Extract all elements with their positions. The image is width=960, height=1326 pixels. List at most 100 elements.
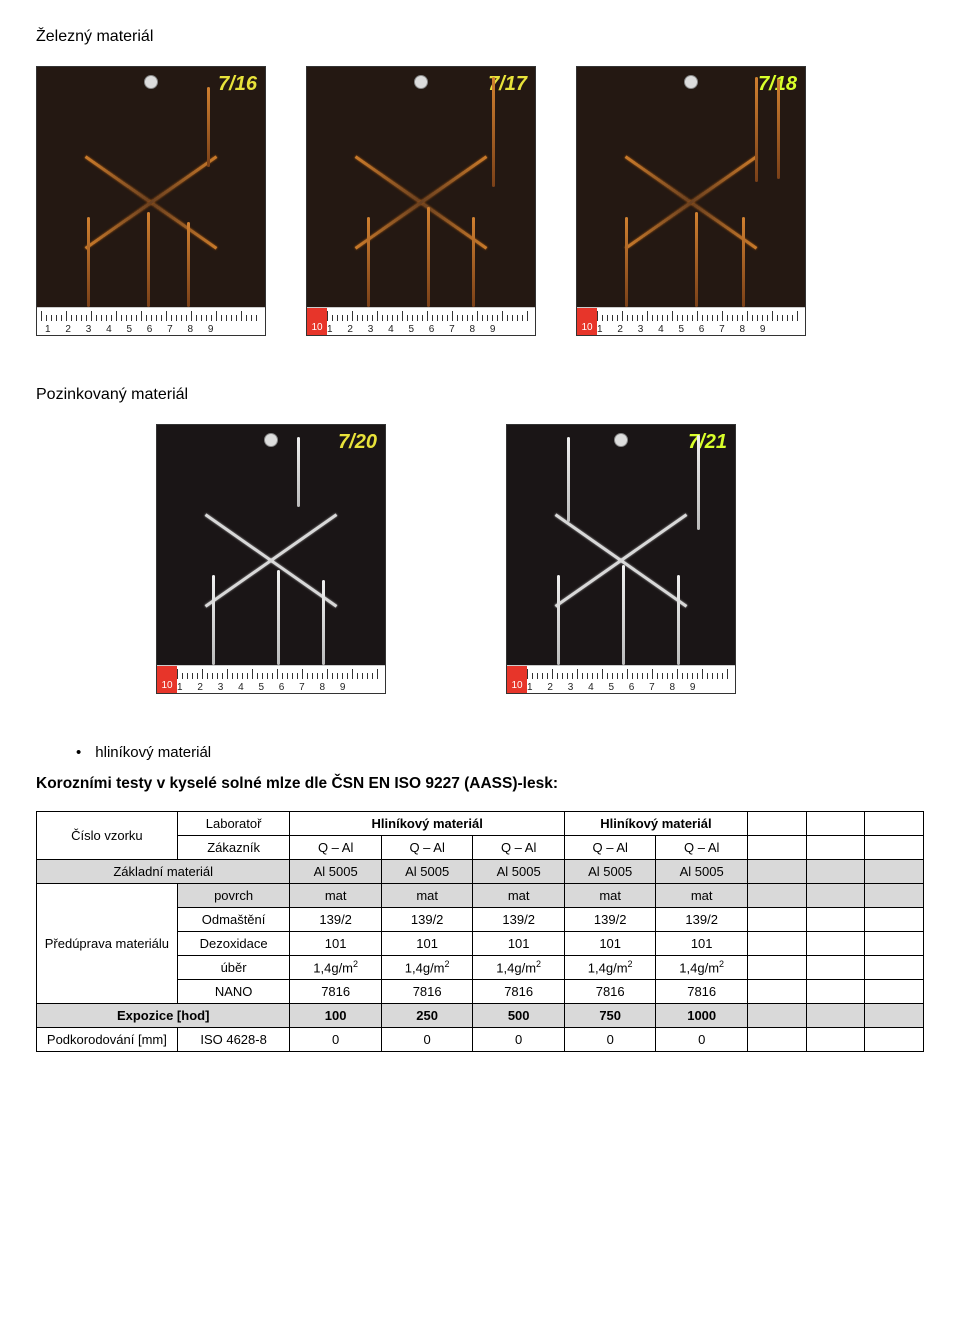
cell-value: 7816: [656, 980, 748, 1004]
screw-icon: [264, 433, 278, 447]
table-row: Podkorodování [mm] ISO 4628-8 0 0 0 0 0: [37, 1028, 924, 1052]
cell-pretreatment: Předúprava materiálu: [37, 884, 178, 1004]
cell-qal: Q – Al: [564, 836, 656, 860]
cell-empty: [747, 860, 806, 884]
cell-empty: [865, 836, 924, 860]
cell-value: 139/2: [564, 908, 656, 932]
screw-icon: [414, 75, 428, 89]
photo-row-iron: 7/16 123456789 7/17 10 123456789: [36, 66, 924, 336]
ruler-ticks-icon: [41, 311, 261, 321]
rust-drip-icon: [87, 217, 90, 307]
ruler-red-tab: 10: [507, 665, 527, 693]
rust-drip-icon: [187, 222, 190, 307]
ruler-numbers: 123456789: [527, 682, 710, 693]
rust-drip-icon: [207, 87, 210, 167]
cell-empty: [806, 1004, 865, 1028]
corrosion-panel: 7/20 10 123456789: [156, 424, 386, 694]
rust-drip-icon: [427, 207, 430, 307]
ruler-numbers: 123456789: [327, 324, 510, 335]
cell-empty: [806, 980, 865, 1004]
white-drip-icon: [622, 565, 625, 665]
white-drip-icon: [677, 575, 680, 665]
cell-value: 7816: [473, 980, 565, 1004]
ruler: 10 123456789: [577, 307, 805, 335]
cell-empty: [806, 908, 865, 932]
rust-drip-icon: [742, 217, 745, 307]
cell-value: 101: [656, 932, 748, 956]
screw-icon: [684, 75, 698, 89]
panel-photo: 7/20 10 123456789: [156, 424, 386, 694]
corrosion-panel: 7/17 10 123456789: [306, 66, 536, 336]
rust-drip-icon: [777, 79, 780, 179]
cell-value: mat: [381, 884, 473, 908]
cell-empty: [806, 884, 865, 908]
ruler-ticks-icon: [527, 669, 731, 679]
corrosion-panel: 7/21 10 123456789: [506, 424, 736, 694]
white-drip-icon: [212, 575, 215, 665]
cell-value: 1000: [656, 1004, 748, 1028]
cell-qal: Q – Al: [473, 836, 565, 860]
cell-surface-label: povrch: [177, 884, 290, 908]
cell-empty: [865, 860, 924, 884]
panel-label: 7/20: [338, 431, 377, 454]
cell-empty: [747, 836, 806, 860]
cell-empty: [865, 908, 924, 932]
cell-value: 0: [381, 1028, 473, 1052]
ruler-numbers: 123456789: [45, 324, 228, 335]
table-row: Číslo vzorku Laboratoř Hliníkový materiá…: [37, 812, 924, 836]
cell-value: 1,4g/m2: [564, 956, 656, 980]
ruler: 10 123456789: [307, 307, 535, 335]
cell-empty: [806, 860, 865, 884]
cell-iso-label: ISO 4628-8: [177, 1028, 290, 1052]
cell-qal: Q – Al: [290, 836, 382, 860]
panel-photo: 7/21 10 123456789: [506, 424, 736, 694]
ruler-numbers: 123456789: [177, 682, 360, 693]
cell-value: Al 5005: [290, 860, 382, 884]
cell-value: 100: [290, 1004, 382, 1028]
ruler-red-tab: 10: [577, 307, 597, 335]
rust-drip-icon: [695, 212, 698, 307]
cell-qal: Q – Al: [381, 836, 473, 860]
cell-empty: [747, 956, 806, 980]
cell-empty: [747, 1028, 806, 1052]
cell-empty: [806, 812, 865, 836]
test-title: Korozními testy v kyselé solné mlze dle …: [36, 775, 924, 793]
photo-row-zinc: 7/20 10 123456789 7/21 10: [36, 424, 924, 694]
rust-drip-icon: [492, 77, 495, 187]
white-drip-icon: [697, 435, 700, 530]
ruler: 123456789: [37, 307, 265, 335]
white-drip-icon: [297, 437, 300, 507]
screw-icon: [614, 433, 628, 447]
heading-iron: Železný materiál: [36, 28, 924, 46]
cell-value: 101: [290, 932, 382, 956]
panel-label: 7/21: [688, 431, 727, 454]
cell-value: 7816: [290, 980, 382, 1004]
cell-value: 7816: [381, 980, 473, 1004]
panel-label: 7/16: [218, 73, 257, 96]
cell-value: Al 5005: [381, 860, 473, 884]
ruler-numbers: 123456789: [597, 324, 780, 335]
results-table: Číslo vzorku Laboratoř Hliníkový materiá…: [36, 811, 924, 1052]
ruler: 10 123456789: [157, 665, 385, 693]
white-drip-icon: [277, 570, 280, 665]
cell-empty: [806, 956, 865, 980]
cell-value: 101: [564, 932, 656, 956]
cell-value: 139/2: [290, 908, 382, 932]
ruler: 10 123456789: [507, 665, 735, 693]
cell-al-material: Hliníkový materiál: [564, 812, 747, 836]
ruler-ticks-icon: [327, 311, 531, 321]
cell-empty: [806, 932, 865, 956]
cell-nano-label: NANO: [177, 980, 290, 1004]
cell-customer: Zákazník: [177, 836, 290, 860]
white-drip-icon: [567, 437, 570, 522]
rust-drip-icon: [755, 77, 758, 182]
cell-value: 1,4g/m2: [381, 956, 473, 980]
cell-value: mat: [290, 884, 382, 908]
rust-drip-icon: [147, 212, 150, 307]
cell-removal-label: úběr: [177, 956, 290, 980]
cell-deox-label: Dezoxidace: [177, 932, 290, 956]
cell-empty: [747, 980, 806, 1004]
cell-empty: [865, 980, 924, 1004]
ruler-ticks-icon: [177, 669, 381, 679]
cell-empty: [747, 1004, 806, 1028]
